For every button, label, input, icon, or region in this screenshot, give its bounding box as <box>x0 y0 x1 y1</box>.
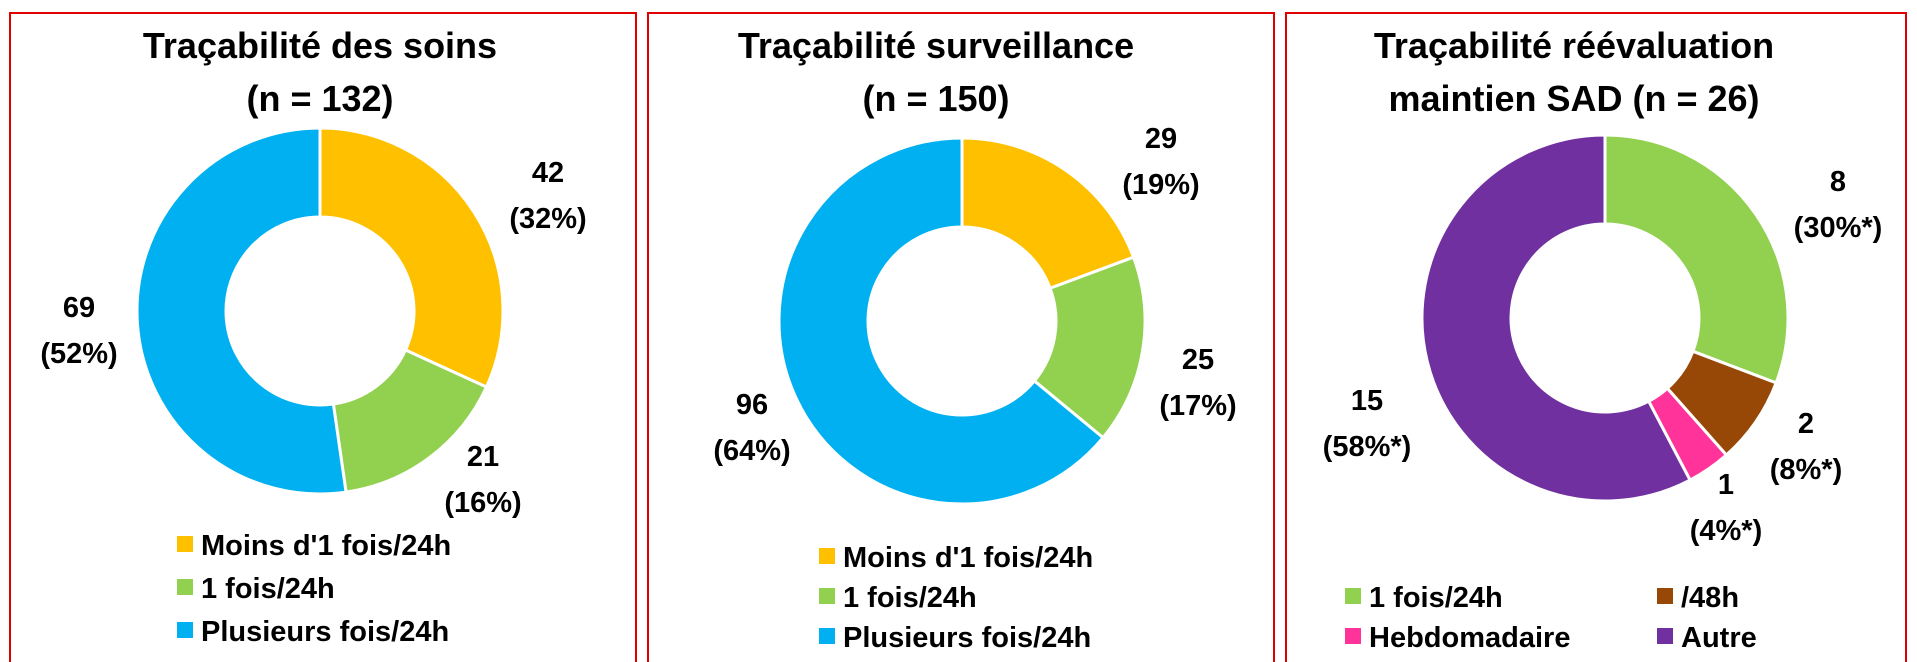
data-label: 42 (32%) <box>509 157 586 235</box>
legend-label: 1 fois/24h <box>843 582 977 614</box>
legend-label: 1 fois/24h <box>201 573 335 605</box>
donut-slice <box>1603 133 1790 385</box>
legend-swatch <box>819 548 835 564</box>
donut-slice <box>318 126 505 390</box>
legend-swatch <box>1657 588 1673 604</box>
legend-label: 1 fois/24h <box>1369 582 1503 614</box>
legend-swatch <box>1345 588 1361 604</box>
data-label: 96 (64%) <box>713 389 790 467</box>
donut-slice <box>135 126 348 496</box>
legend-swatch <box>177 579 193 595</box>
legend-swatch <box>177 622 193 638</box>
legend-label: Plusieurs fois/24h <box>843 622 1091 654</box>
legend-swatch <box>819 628 835 644</box>
legend-label: Hebdomadaire <box>1369 622 1570 654</box>
data-label: 29 (19%) <box>1122 123 1199 201</box>
chart-title: Traçabilité surveillance (n = 150) <box>738 25 1134 119</box>
panel <box>647 12 1275 662</box>
panel <box>9 12 637 662</box>
data-label: 8 (30%*) <box>1794 166 1883 244</box>
panel <box>1285 12 1907 662</box>
legend-label: Moins d'1 fois/24h <box>201 530 451 562</box>
data-label: 21 (16%) <box>444 441 521 519</box>
data-label: 25 (17%) <box>1159 344 1236 422</box>
chart-title: Traçabilité des soins (n = 132) <box>143 25 497 119</box>
legend-label: Plusieurs fois/24h <box>201 616 449 648</box>
legend-swatch <box>819 588 835 604</box>
legend-label: /48h <box>1681 582 1739 614</box>
donut-slice <box>960 136 1136 291</box>
legend-swatch <box>177 536 193 552</box>
legend-swatch <box>1657 628 1673 644</box>
legend-label: Autre <box>1681 622 1757 654</box>
legend-label: Moins d'1 fois/24h <box>843 542 1093 574</box>
donut-slice <box>331 348 489 494</box>
data-label: 2 (8%*) <box>1770 408 1843 486</box>
donut-slice <box>777 136 1106 506</box>
legend-swatch <box>1345 628 1361 644</box>
data-label: 69 (52%) <box>40 292 117 370</box>
data-label: 15 (58%*) <box>1323 385 1412 463</box>
chart-title: Traçabilité réévaluation maintien SAD (n … <box>1374 25 1774 119</box>
donut-slice <box>1420 133 1693 503</box>
data-label: 1 (4%*) <box>1690 469 1763 547</box>
